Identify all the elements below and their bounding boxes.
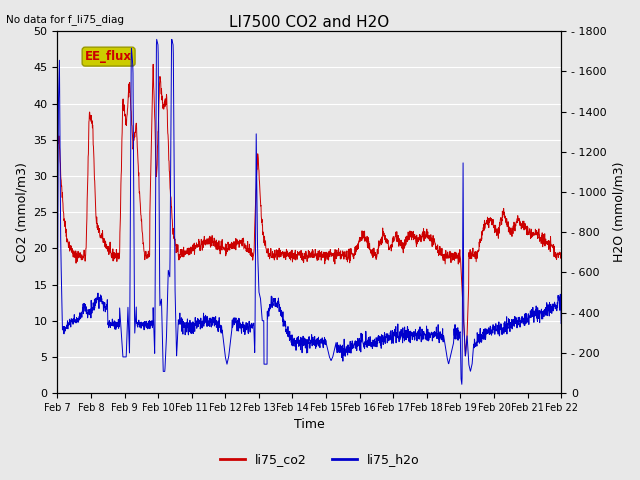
- Y-axis label: H2O (mmol/m3): H2O (mmol/m3): [612, 162, 625, 263]
- Text: EE_flux: EE_flux: [85, 50, 132, 63]
- Legend: li75_co2, li75_h2o: li75_co2, li75_h2o: [215, 448, 425, 471]
- X-axis label: Time: Time: [294, 419, 324, 432]
- Title: LI7500 CO2 and H2O: LI7500 CO2 and H2O: [229, 15, 389, 30]
- Text: No data for f_li75_diag: No data for f_li75_diag: [6, 14, 124, 25]
- Y-axis label: CO2 (mmol/m3): CO2 (mmol/m3): [15, 162, 28, 262]
